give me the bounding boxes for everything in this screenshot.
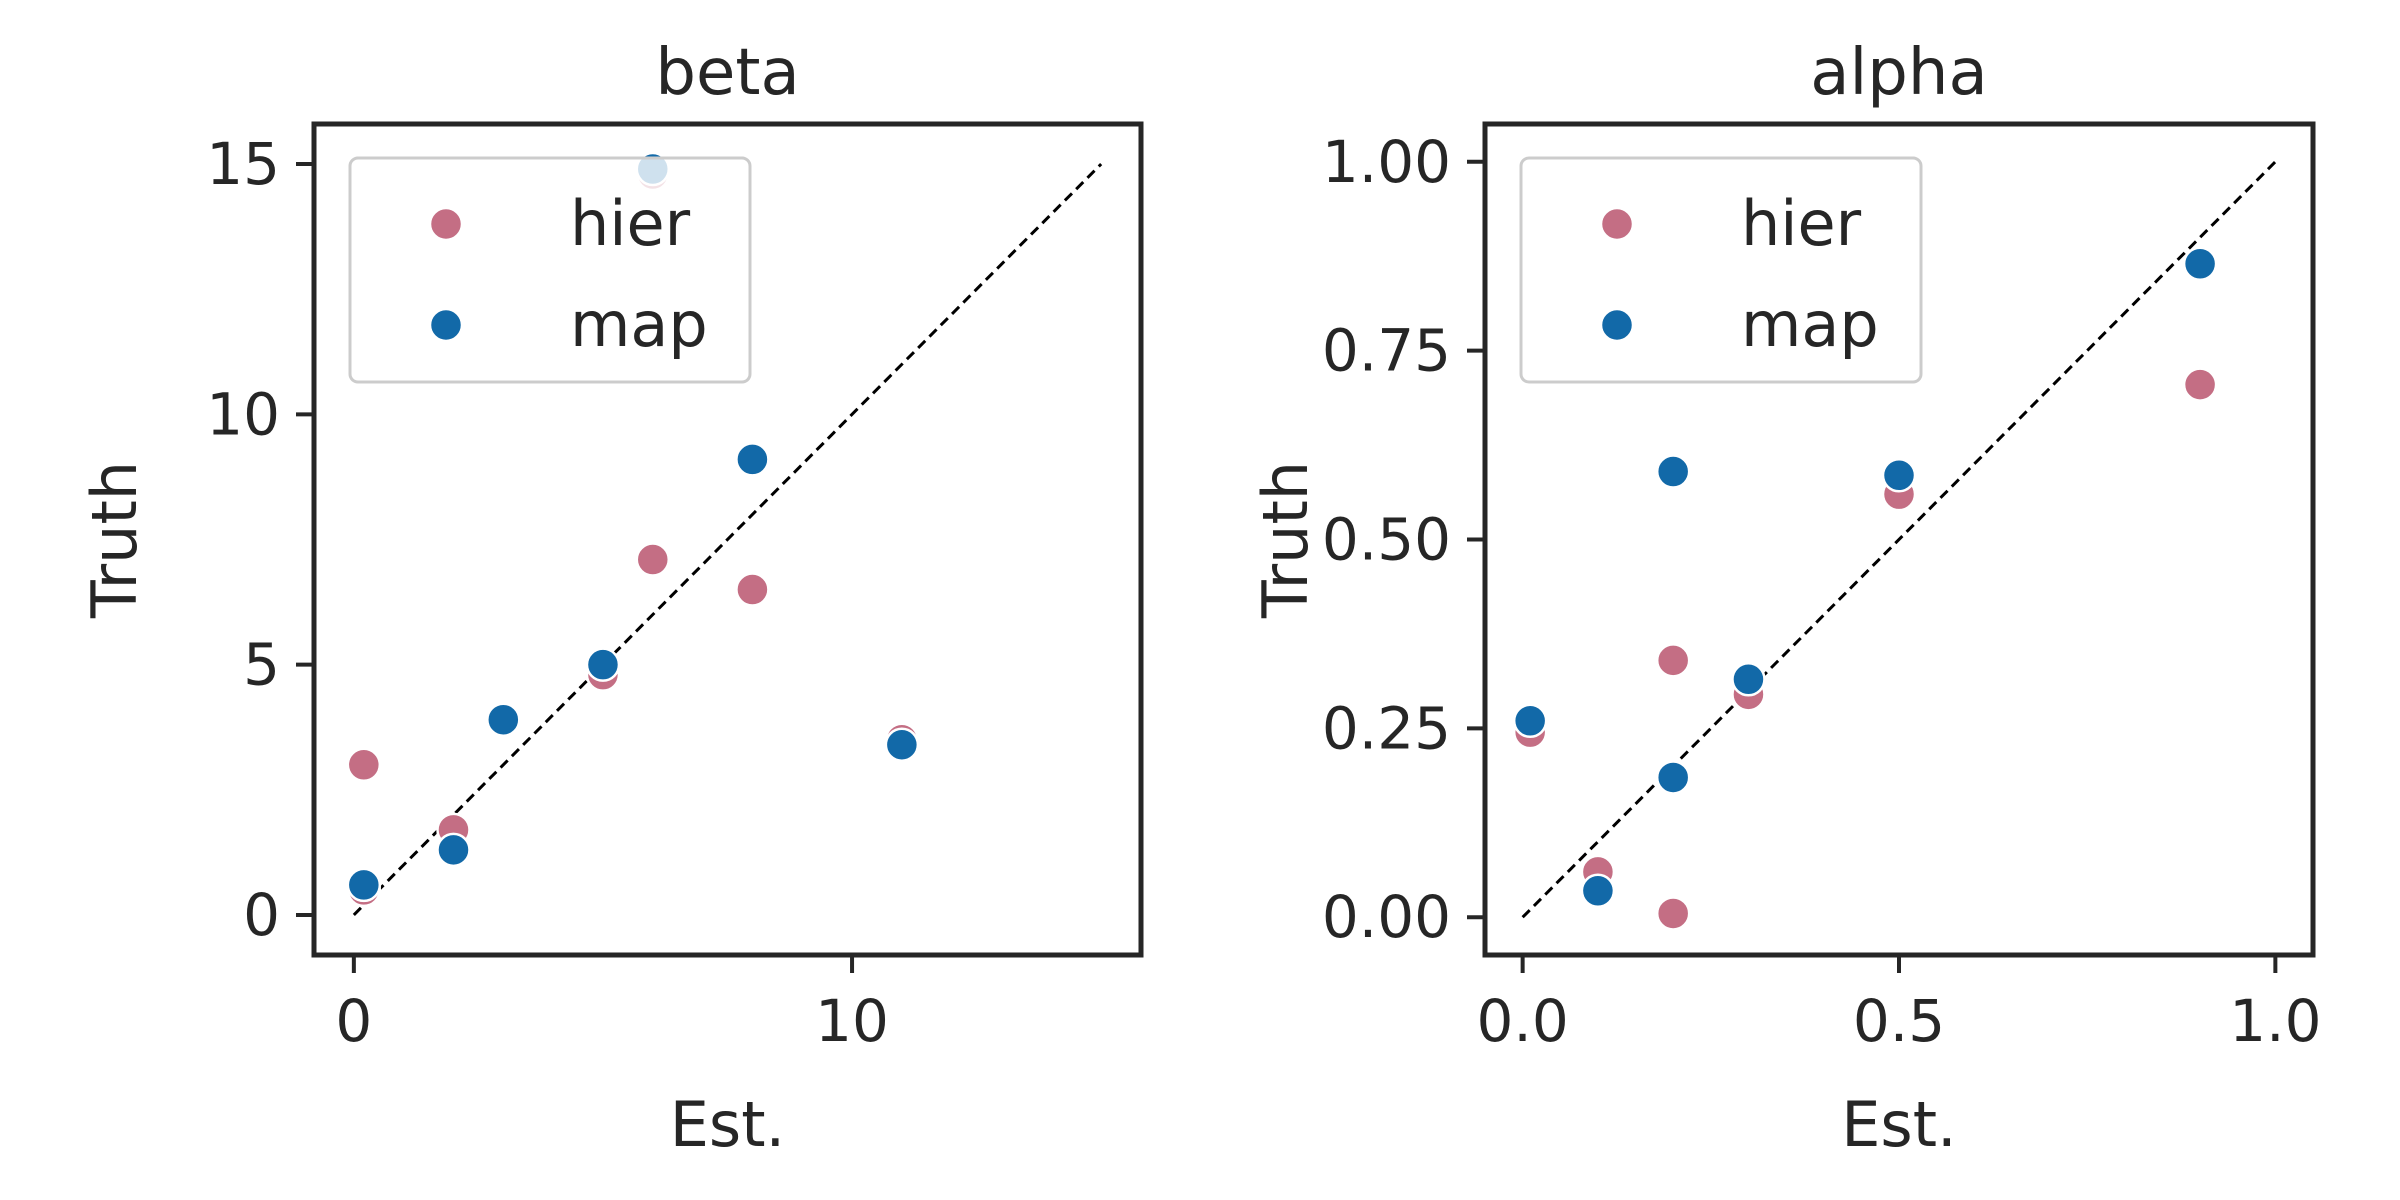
legend-label-map: map [1741, 288, 1879, 361]
y-tick-label: 0.00 [1322, 883, 1451, 951]
map-point [1580, 873, 1616, 909]
y-axis-label: Truth [1249, 461, 1322, 619]
map-point [486, 702, 521, 737]
hier-point [2182, 367, 2218, 402]
identity-line [352, 162, 1103, 917]
x-tick-label: 0 [335, 987, 372, 1055]
legend-label-hier: hier [570, 187, 691, 260]
hier-point [346, 747, 382, 783]
y-tick-label: 15 [206, 130, 280, 198]
map-point [1881, 458, 1917, 493]
map-point [1731, 662, 1766, 697]
x-tick-label: 0.0 [1477, 987, 1569, 1055]
map-point [735, 442, 770, 477]
y-tick-label: 0.50 [1322, 506, 1451, 574]
legend-marker-hier [1599, 206, 1635, 242]
map-point [1512, 703, 1548, 739]
legend-marker-map [428, 307, 464, 343]
x-axis-label: Est. [1841, 1088, 1957, 1161]
hier-point [1655, 643, 1691, 678]
legend: hier map [348, 156, 752, 384]
y-tick-label: 10 [206, 380, 280, 448]
legend: hier map [1519, 156, 1923, 384]
map-point [2182, 246, 2218, 282]
y-tick-label: 0.25 [1322, 694, 1451, 762]
axes-frame [311, 121, 1144, 958]
x-axis-label: Est. [670, 1088, 786, 1161]
alpha-panel: 0.0 0.5 1.0 0.00 0.25 0.50 0.75 1.00 alpha Est. Tr… [1249, 36, 2321, 1161]
map-point [346, 867, 382, 903]
map-point [1655, 454, 1691, 489]
map-point [884, 727, 920, 762]
map-point [1655, 760, 1691, 795]
x-tick-label: 1.0 [2229, 987, 2321, 1055]
panel-title: beta [655, 36, 799, 110]
hier-point [1655, 896, 1691, 931]
y-tick-label: 0 [243, 881, 280, 949]
x-tick-label: 0.5 [1853, 987, 1945, 1055]
y-tick-label: 1.00 [1322, 128, 1451, 196]
y-tick-label: 5 [243, 631, 280, 699]
hier-point [735, 572, 770, 607]
legend-label-hier: hier [1741, 187, 1862, 260]
beta-panel: 0 10 0 5 10 15 beta Est. Truth hier map [78, 36, 1144, 1161]
map-point [436, 832, 471, 868]
hier-point [635, 542, 671, 577]
legend-label-map: map [570, 288, 708, 361]
identity-line [1521, 160, 2277, 919]
y-tick-label: 0.75 [1322, 317, 1451, 385]
x-tick-label: 10 [815, 987, 889, 1055]
panel-title: alpha [1810, 36, 1987, 110]
legend-marker-map [1599, 307, 1635, 343]
map-point [585, 647, 621, 682]
legend-marker-hier [428, 206, 464, 242]
y-axis-label: Truth [78, 461, 151, 619]
